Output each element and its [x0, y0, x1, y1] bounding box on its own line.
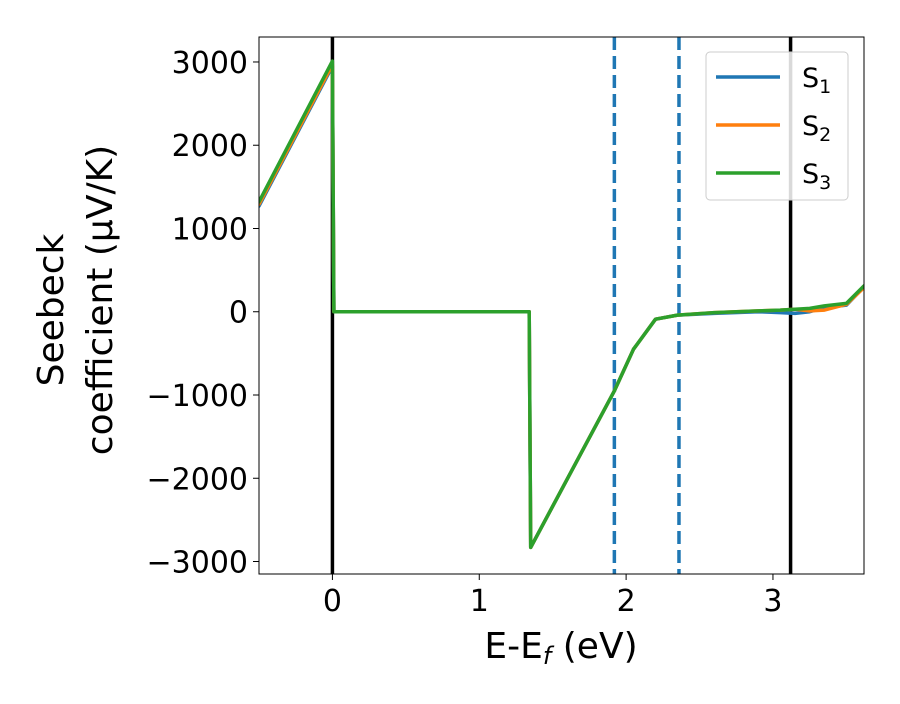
legend-label-s1: S1: [802, 63, 831, 98]
x-axis-title: E-Ef (eV): [484, 626, 637, 670]
legend: S1 S2 S3: [705, 51, 849, 201]
y-tick-label: 2000: [172, 129, 248, 164]
series-line-s3: [259, 59, 864, 550]
x-axis-title-unit: (eV): [551, 626, 637, 667]
y-tick-label: 3000: [172, 46, 248, 81]
y-tick-label: −3000: [147, 546, 248, 581]
x-tick-label: 3: [763, 584, 782, 619]
legend-label-s2: S2: [802, 111, 831, 146]
y-axis-title-line-1: Seebeck: [31, 233, 72, 386]
y-tick-label: 1000: [172, 212, 248, 247]
y-tick-label: −2000: [147, 462, 248, 497]
x-tick-label: 0: [323, 584, 342, 619]
y-axis-title-line-2: coefficient (μV/K): [80, 145, 121, 455]
x-axis-title-main: E-E: [484, 626, 542, 667]
y-tick-label: −1000: [147, 379, 248, 414]
plot-frame: [258, 36, 865, 575]
x-tick-label: 1: [470, 584, 489, 619]
x-tick-label: 2: [617, 584, 636, 619]
y-tick-label: 0: [229, 296, 248, 331]
legend-label-s3: S3: [802, 159, 831, 194]
